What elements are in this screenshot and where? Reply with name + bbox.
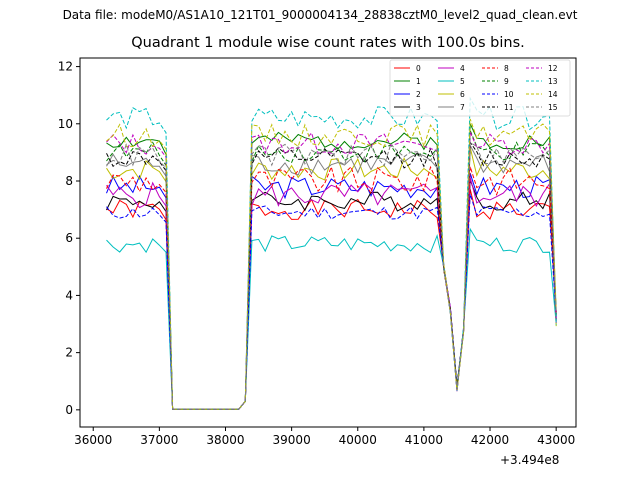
series-line-5 bbox=[106, 227, 557, 410]
x-tick-label: 38000 bbox=[206, 433, 244, 447]
y-tick-label: 12 bbox=[58, 60, 73, 74]
legend-label-0: 0 bbox=[416, 64, 421, 73]
x-offset-label: +3.494e8 bbox=[500, 453, 560, 467]
series-line-15 bbox=[106, 141, 557, 410]
legend-label-1: 1 bbox=[416, 77, 421, 86]
legend-label-3: 3 bbox=[416, 103, 421, 112]
series-line-12 bbox=[106, 131, 557, 410]
legend-label-14: 14 bbox=[548, 90, 558, 99]
x-tick-label: 40000 bbox=[339, 433, 377, 447]
legend-label-11: 11 bbox=[504, 103, 514, 112]
x-tick-label: 41000 bbox=[405, 433, 443, 447]
series-line-4 bbox=[106, 177, 557, 410]
chart-suptitle: Data file: modeM0/AS1A10_121T01_90000041… bbox=[62, 8, 578, 22]
y-tick-label: 8 bbox=[65, 174, 73, 188]
x-tick-label: 42000 bbox=[471, 433, 509, 447]
series-line-13 bbox=[106, 96, 557, 410]
legend-box bbox=[389, 59, 571, 117]
y-tick-label: 0 bbox=[65, 403, 73, 417]
y-tick-label: 10 bbox=[58, 117, 73, 131]
legend-label-13: 13 bbox=[548, 77, 558, 86]
series-line-10 bbox=[106, 193, 557, 410]
legend-label-8: 8 bbox=[504, 64, 509, 73]
legend-label-12: 12 bbox=[548, 64, 558, 73]
legend-label-7: 7 bbox=[460, 103, 465, 112]
y-tick-label: 2 bbox=[65, 346, 73, 360]
plot-area bbox=[79, 57, 577, 428]
legend-label-9: 9 bbox=[504, 77, 509, 86]
x-tick-label: 36000 bbox=[74, 433, 112, 447]
x-tick-label: 43000 bbox=[537, 433, 575, 447]
y-tick-label: 4 bbox=[65, 288, 73, 302]
y-tick-label: 6 bbox=[65, 231, 73, 245]
series-line-14 bbox=[106, 118, 557, 410]
legend-label-15: 15 bbox=[548, 103, 558, 112]
legend-label-10: 10 bbox=[504, 90, 514, 99]
x-tick-label: 37000 bbox=[140, 433, 178, 447]
legend-label-6: 6 bbox=[460, 90, 465, 99]
series-line-6 bbox=[106, 147, 557, 410]
chart-title: Quadrant 1 module wise count rates with … bbox=[131, 35, 525, 51]
series-line-11 bbox=[106, 140, 557, 410]
legend-label-2: 2 bbox=[416, 90, 421, 99]
series-line-0 bbox=[106, 189, 557, 410]
legend-label-5: 5 bbox=[460, 77, 465, 86]
series-line-1 bbox=[106, 123, 557, 410]
legend-label-4: 4 bbox=[460, 64, 465, 73]
series-line-3 bbox=[106, 180, 557, 410]
x-tick-label: 39000 bbox=[273, 433, 311, 447]
series-line-8 bbox=[106, 165, 557, 410]
series-line-9 bbox=[106, 130, 557, 410]
